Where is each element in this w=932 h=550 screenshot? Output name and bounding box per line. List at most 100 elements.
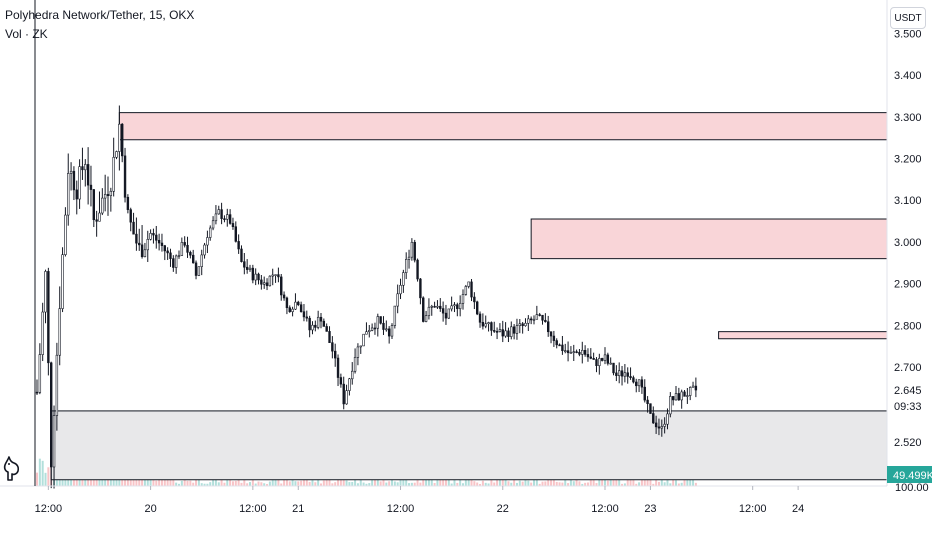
candle-body: [549, 331, 553, 337]
volume-bar: [589, 478, 592, 486]
candle-body: [370, 327, 374, 331]
volume-bar: [115, 477, 118, 486]
candle-body: [660, 426, 664, 429]
candle-body: [325, 326, 328, 332]
volume-bar: [547, 480, 550, 486]
candle-body: [532, 318, 536, 321]
volume-bar: [504, 477, 507, 486]
candle-body: [95, 219, 98, 222]
candle-body: [447, 308, 450, 319]
volume-bar: [447, 478, 450, 486]
candle-body: [260, 279, 263, 285]
volume-bar: [297, 481, 300, 486]
candle-body: [481, 321, 485, 327]
volume-bar: [442, 478, 445, 486]
candle-body: [209, 227, 212, 238]
volume-bar: [129, 475, 132, 486]
volume-bar: [317, 478, 320, 486]
volume-bar: [629, 476, 632, 486]
time-tick-label: 12:00: [239, 503, 267, 515]
volume-bar: [575, 477, 578, 486]
price-tick-label: 2.700: [894, 362, 922, 374]
volume-bar: [183, 478, 186, 486]
candle-body: [493, 330, 496, 332]
volume-bar: [342, 479, 345, 486]
candle-body: [115, 151, 118, 158]
volume-bar: [544, 481, 547, 486]
symbol-title: Polyhedra Network/Tether, 15, OKX: [5, 8, 194, 22]
candle-body: [231, 223, 235, 228]
volume-bar: [41, 460, 44, 486]
volume-bar: [280, 483, 283, 486]
volume-bar: [555, 481, 558, 486]
candle-body: [598, 358, 601, 366]
currency-selector-button[interactable]: USDT: [890, 7, 926, 29]
legend: Polyhedra Network/Tether, 15, OKX Vol · …: [5, 8, 194, 41]
volume-bar: [598, 476, 601, 486]
candle-body: [654, 422, 658, 428]
price-tick-label: 2.520: [894, 437, 922, 449]
volume-bar: [180, 480, 183, 486]
volume-bar: [38, 458, 41, 486]
volume-bar: [459, 477, 462, 486]
volume-bar: [311, 477, 314, 486]
volume-bar: [470, 476, 473, 486]
candle-body: [456, 304, 459, 310]
candle-body: [674, 393, 678, 401]
volume-bar: [513, 478, 516, 486]
volume-bar: [612, 477, 615, 486]
candle-body: [441, 308, 445, 314]
candle-body: [686, 395, 689, 397]
candle-body: [637, 379, 641, 387]
candle-body: [58, 308, 61, 356]
volume-bar: [672, 477, 675, 486]
candle-body: [444, 312, 448, 319]
candle-body: [504, 330, 507, 337]
candle-body: [566, 350, 570, 354]
volume-bar: [408, 483, 411, 486]
volume-bar: [322, 480, 325, 486]
candle-body: [473, 296, 476, 303]
candle-body: [510, 326, 513, 337]
volume-bar: [226, 478, 229, 486]
volume-bar: [283, 476, 286, 486]
volume-bar: [285, 478, 288, 486]
volume-bar: [510, 482, 513, 486]
volume-bar: [498, 478, 501, 486]
volume-bar: [379, 481, 382, 486]
time-tick-label: 12:00: [35, 503, 63, 515]
candle-body: [44, 271, 47, 313]
time-tick-label: 20: [144, 503, 156, 515]
candle-body: [316, 316, 320, 328]
volume-bar: [521, 481, 524, 486]
candle-body: [223, 218, 226, 220]
candle-body: [228, 214, 232, 224]
candle-body: [677, 393, 681, 401]
candle-body: [475, 301, 479, 315]
candle-body: [529, 318, 533, 321]
candle-body: [248, 267, 252, 270]
candle-body: [75, 189, 78, 200]
volume-bar: [507, 481, 510, 486]
volume-bar: [200, 483, 203, 486]
time-tick-label: 22: [497, 503, 509, 515]
candle-body: [140, 244, 144, 258]
candle-body: [220, 209, 223, 219]
volume-bar: [149, 476, 152, 486]
volume-bar: [118, 474, 121, 486]
candle-body: [612, 362, 615, 374]
volume-bar: [365, 483, 368, 486]
volume-bar: [263, 483, 266, 486]
candle-body: [226, 214, 229, 220]
candle-body: [183, 242, 186, 246]
candle-body: [72, 170, 76, 191]
volume-bar: [660, 476, 663, 486]
candle-body: [103, 194, 107, 199]
volume-bar: [413, 482, 416, 486]
demand-zone: [50, 410, 888, 481]
volume-bar: [524, 477, 527, 486]
candle-body: [109, 190, 113, 197]
candle-body: [424, 315, 428, 322]
volume-bar: [476, 482, 479, 486]
